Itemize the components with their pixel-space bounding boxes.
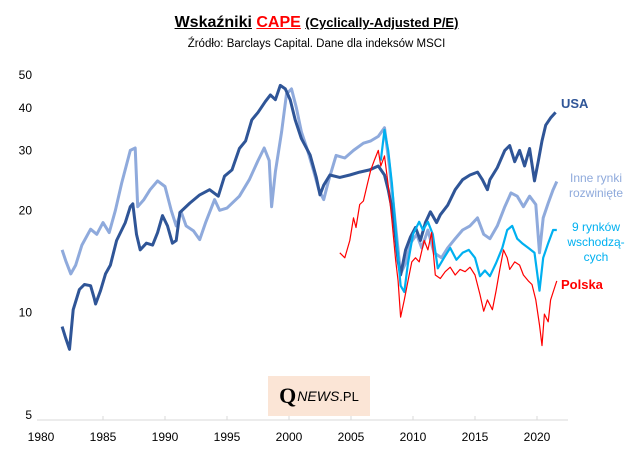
title-main: Wskaźniki: [174, 14, 252, 31]
series-lines: [60, 83, 559, 351]
x-tick-label: 2015: [462, 430, 489, 444]
x-tick-label: 1995: [214, 430, 241, 444]
y-axis-ticks: 5 10 20 30 40 50: [19, 68, 33, 422]
series-line-em: [379, 128, 557, 294]
chart-title: Wskaźniki CAPE (Cyclically-Adjusted P/E): [0, 14, 633, 32]
label-polska: Polska: [561, 277, 603, 292]
logo-news: NEWS.PL: [297, 388, 359, 404]
label-em-line-3: cych: [583, 250, 609, 264]
logo-news-text: NEWS: [297, 388, 340, 404]
x-tick-label: 1990: [152, 430, 179, 444]
title-cape: CAPE: [256, 14, 301, 31]
chart-subtitle: Źródło: Barclays Capital. Dane dla indek…: [187, 38, 446, 50]
logo-domain: .PL: [339, 389, 359, 404]
label-usa: USA: [561, 96, 588, 111]
y-tick-label: 20: [19, 203, 33, 217]
label-polska-line: Polska: [561, 277, 603, 292]
x-tick-label: 1980: [28, 430, 55, 444]
logo-q: Q: [279, 383, 297, 408]
y-tick-label: 40: [19, 101, 33, 115]
y-tick-label: 50: [19, 68, 33, 82]
x-tick-label: 2005: [338, 430, 365, 444]
title-paren: (Cyclically-Adjusted P/E): [305, 15, 459, 30]
qnews-logo: Q NEWS.PL: [268, 376, 370, 416]
x-tick-label: 1985: [90, 430, 117, 444]
label-inne-rynki: Inne rynki rozwinięte: [563, 171, 629, 201]
label-usa-line: USA: [561, 96, 589, 111]
series-line-polska: [339, 149, 558, 347]
label-em-line-2: wschodzą-: [567, 235, 625, 249]
label-emerging: 9 rynków wschodzą- cych: [563, 220, 629, 265]
label-inne-line-1: Inne rynki: [569, 171, 623, 185]
y-tick-label: 10: [19, 306, 33, 320]
x-axis: 1980 1985 1990 1995 2000 2005 2010 2015 2020: [28, 416, 568, 444]
label-inne-line-2: rozwinięte: [568, 186, 624, 200]
label-em-line-1: 9 rynków: [571, 220, 621, 234]
x-tick-label: 2000: [276, 430, 303, 444]
y-tick-label: 5: [25, 408, 32, 422]
y-tick-label: 30: [19, 143, 33, 157]
x-tick-label: 2020: [524, 430, 551, 444]
series-line-usa: [60, 83, 557, 351]
x-tick-label: 2010: [400, 430, 427, 444]
